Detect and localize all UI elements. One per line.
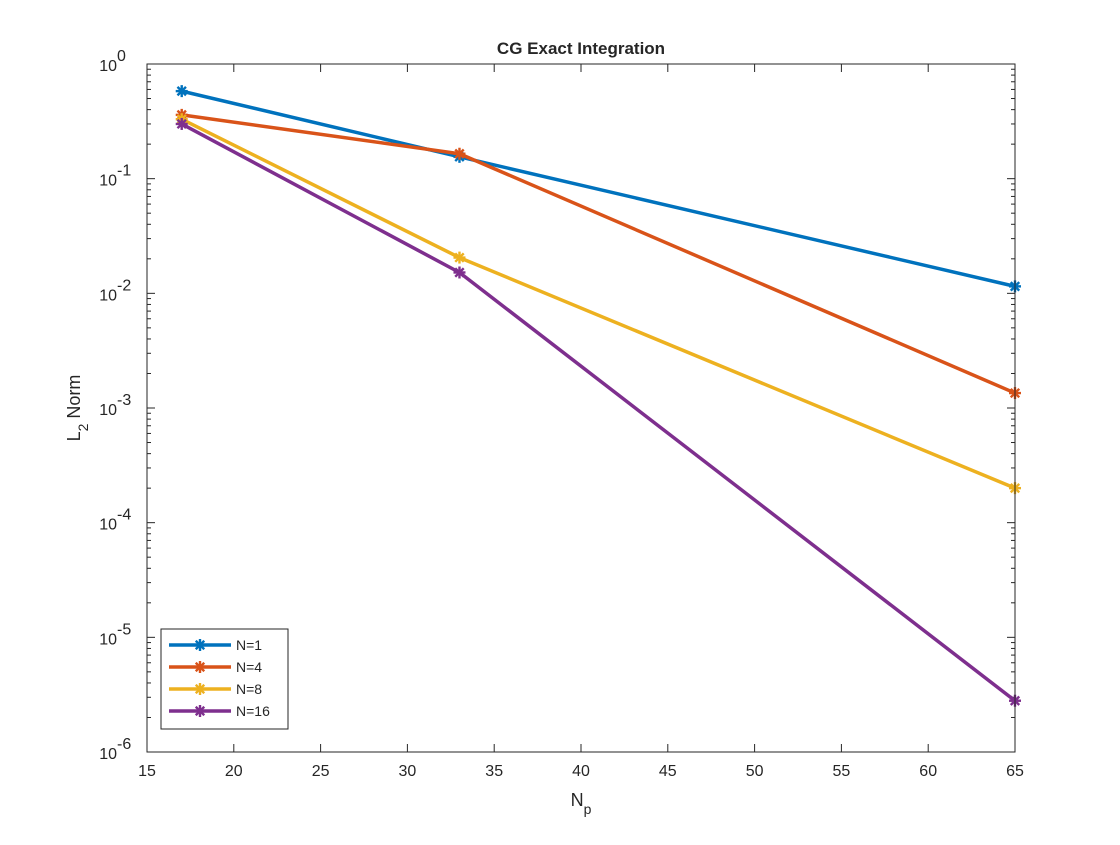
x-tick-label: 15 xyxy=(138,763,156,780)
legend-label: N=1 xyxy=(236,637,262,653)
y-axis-label-rest: Norm xyxy=(64,375,84,424)
y-tick-base: 10 xyxy=(99,58,117,75)
data-point xyxy=(453,147,466,160)
x-tick-label: 20 xyxy=(225,763,243,780)
x-axis-label: Np xyxy=(571,790,592,817)
y-tick-base: 10 xyxy=(99,631,117,648)
y-tick-label: 10-4 xyxy=(99,507,131,534)
y-tick-exponent: 0 xyxy=(117,48,126,65)
legend-marker xyxy=(194,639,206,651)
data-point-stroke xyxy=(454,267,465,278)
x-tick-label: 65 xyxy=(1006,763,1024,780)
y-tick-label: 10-1 xyxy=(99,163,131,190)
legend-marker xyxy=(194,661,206,673)
data-point xyxy=(453,266,466,279)
y-tick-base: 10 xyxy=(99,287,117,304)
y-tick-base: 10 xyxy=(99,402,117,419)
x-axis-label-main: N xyxy=(571,790,584,810)
legend-item: N=16 xyxy=(169,703,270,719)
plot-frame xyxy=(146,63,1016,753)
legend-marker-stroke xyxy=(194,639,206,651)
legend-marker-stroke xyxy=(194,683,206,695)
x-axis-label-sub: p xyxy=(584,801,592,817)
data-point-stroke xyxy=(176,118,187,130)
y-tick-label: 10-3 xyxy=(99,392,131,419)
y-tick-exponent: -2 xyxy=(117,277,131,294)
data-point xyxy=(453,251,466,264)
series-layer xyxy=(175,85,1021,707)
x-tick-label: 55 xyxy=(833,763,851,780)
y-tick-label: 10-6 xyxy=(99,736,131,763)
y-axis-label-sub: 2 xyxy=(75,423,91,431)
data-point-stroke xyxy=(176,86,187,97)
x-tick-label: 45 xyxy=(659,763,677,780)
legend-marker-stroke xyxy=(194,705,206,717)
data-point xyxy=(175,117,188,130)
y-tick-exponent: -1 xyxy=(117,163,131,180)
x-tick-label: 25 xyxy=(312,763,330,780)
y-tick-exponent: -4 xyxy=(117,507,131,524)
ticks-layer xyxy=(146,63,1016,753)
data-point-stroke xyxy=(454,252,465,263)
labels-layer: 15 20 25 30 35 40 45 50 55 60 6510010-110-210-310-… xyxy=(64,48,1024,817)
data-point xyxy=(175,85,188,98)
chart-title: CG Exact Integration xyxy=(497,39,665,58)
y-tick-exponent: -3 xyxy=(117,392,131,409)
x-tick-label: 50 xyxy=(746,763,764,780)
data-point-stroke xyxy=(454,148,465,159)
legend-label: N=8 xyxy=(236,681,262,697)
legend-label: N=4 xyxy=(236,659,262,675)
plot-area xyxy=(147,64,1015,752)
legend-item: N=1 xyxy=(169,637,262,653)
x-tick-label: 60 xyxy=(919,763,937,780)
y-axis-label: L2 Norm xyxy=(64,375,91,442)
y-axis-label-main: L xyxy=(64,431,84,441)
y-tick-label: 100 xyxy=(99,48,126,75)
legend-marker-stroke xyxy=(194,661,206,673)
y-tick-exponent: -6 xyxy=(117,736,131,753)
y-tick-base: 10 xyxy=(99,173,117,190)
y-tick-base: 10 xyxy=(99,517,117,534)
legend-label: N=16 xyxy=(236,703,270,719)
x-tick-label: 35 xyxy=(485,763,503,780)
x-tick-label: 30 xyxy=(399,763,417,780)
y-tick-exponent: -5 xyxy=(117,621,131,638)
legend[interactable]: N=1 N=4 N=8 N=16 xyxy=(160,628,289,730)
legend-marker xyxy=(194,683,206,695)
x-tick-label: 40 xyxy=(572,763,590,780)
y-tick-base: 10 xyxy=(99,746,117,763)
y-tick-label: 10-2 xyxy=(99,277,131,304)
legend-item: N=4 xyxy=(169,659,262,675)
y-tick-label: 10-5 xyxy=(99,621,131,648)
legend-item: N=8 xyxy=(169,681,262,697)
legend-marker xyxy=(194,705,206,717)
